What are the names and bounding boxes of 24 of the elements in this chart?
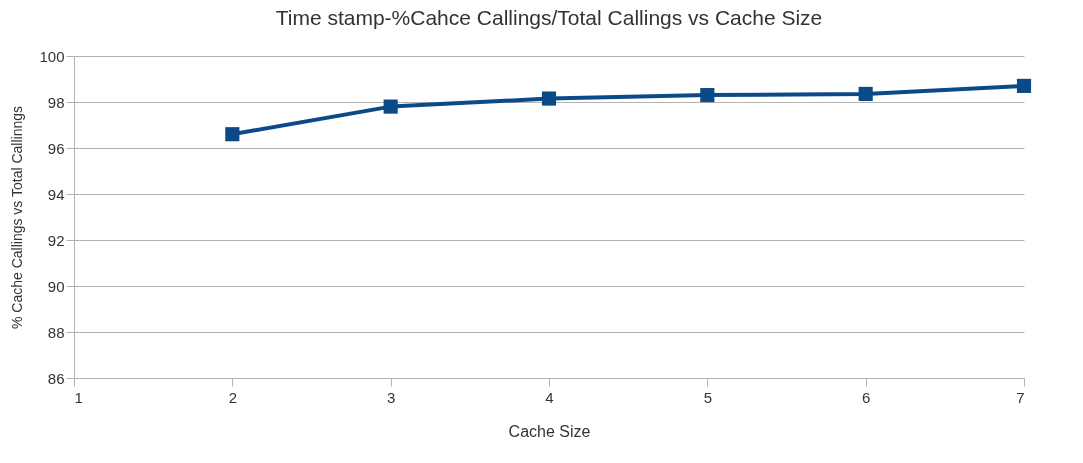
y-tick-label: 98 bbox=[47, 93, 65, 111]
chart-title: Time stamp-%Cahce Callings/Total Callings vs Cache Size bbox=[275, 6, 823, 29]
point bbox=[1016, 78, 1032, 93]
point bbox=[383, 99, 398, 114]
x-tick-label: 4 bbox=[545, 388, 554, 406]
x-tick-label: 6 bbox=[861, 388, 871, 406]
y-tick-label: 92 bbox=[47, 231, 65, 249]
point bbox=[858, 86, 873, 102]
y-tick-label: 94 bbox=[47, 185, 65, 203]
x-tick-label: 1 bbox=[74, 388, 83, 406]
y-tick-label: 90 bbox=[47, 277, 65, 295]
y-axis-title: % Cache Callings vs Total Callinngs bbox=[9, 105, 26, 330]
y-tick-label: 88 bbox=[47, 323, 65, 341]
x-tick-label: 5 bbox=[703, 388, 713, 406]
x-tick-label: 3 bbox=[386, 388, 396, 406]
x-axis-title: Cache Size bbox=[508, 422, 591, 440]
point bbox=[700, 88, 715, 103]
point bbox=[541, 91, 557, 106]
point bbox=[225, 127, 240, 142]
x-tick-label: 7 bbox=[1016, 388, 1025, 406]
x-tick-label: 2 bbox=[228, 388, 238, 406]
y-tick-label: 100 bbox=[39, 47, 65, 65]
y-tick-label: 96 bbox=[47, 139, 65, 157]
y-tick-label: 86 bbox=[47, 369, 65, 387]
